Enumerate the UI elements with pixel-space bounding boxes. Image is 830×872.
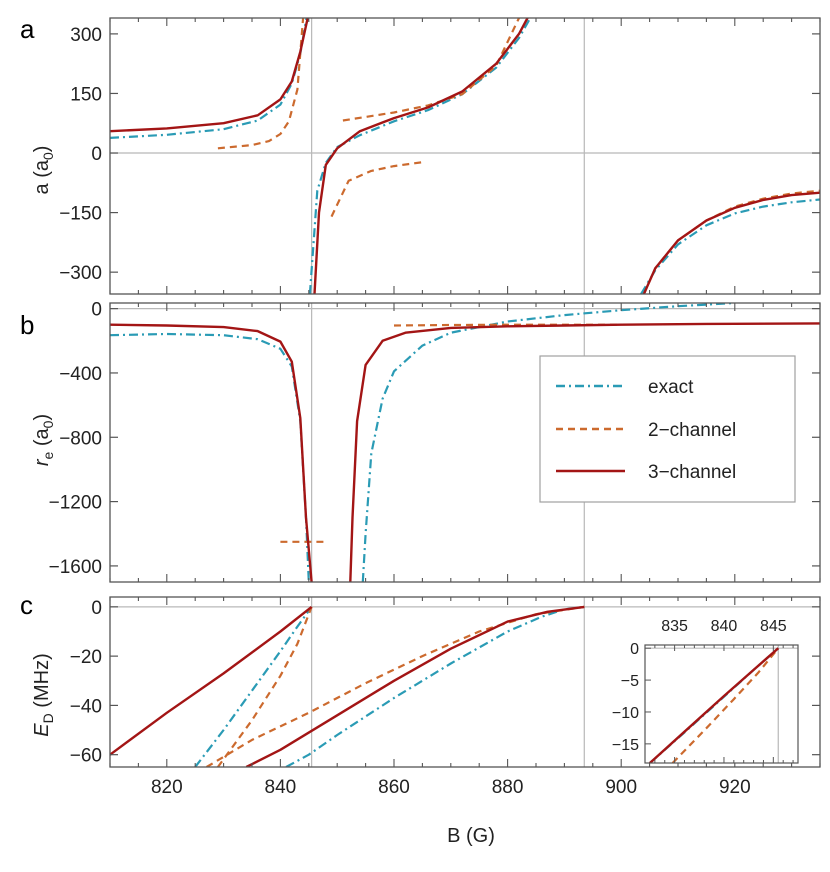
panel-c-letter: c	[20, 590, 33, 620]
panel-a-series-3-channel	[110, 18, 820, 294]
panel-c-ytick-label: −20	[70, 647, 102, 668]
panel-b-ytick-label: −1600	[49, 557, 102, 578]
inset-plot: 0 −5 −10 −15 835 840 845	[612, 618, 799, 764]
panel-a-letter: a	[20, 14, 35, 44]
panel-a-ytick-label: −300	[59, 263, 102, 284]
panel-b-ytick-label: −1200	[49, 493, 102, 514]
panel-c-frame	[109, 596, 821, 768]
x-axis-label: B (G)	[447, 825, 495, 847]
panel-b-series-exact	[110, 303, 735, 582]
inset-ytick-label: −15	[612, 737, 639, 754]
inset-series-2-channel	[671, 647, 780, 763]
legend: exact 2−channel 3−channel	[539, 355, 796, 503]
panel-a-ytick-label: 0	[91, 144, 102, 165]
panel-c-series-2-channel	[206, 605, 585, 767]
inset-xtick-label: 835	[661, 618, 688, 635]
panel-c-ytick-label: 0	[91, 598, 102, 619]
panel-b-ytick-label: −800	[59, 428, 102, 449]
legend-two-channel-label: 2−channel	[648, 420, 736, 441]
x-tick-label: 840	[265, 777, 297, 798]
inset-ytick-label: −10	[612, 705, 639, 722]
panel-b-plot: 0 −400 −800 −1200 −1600	[49, 300, 821, 583]
panel-b-ylabel: re (a0)	[31, 414, 56, 466]
panel-c-ylabel: ED (MHz)	[31, 653, 56, 736]
inset-ytick-label: −5	[621, 673, 639, 690]
panel-c-ytick-label: −40	[70, 696, 102, 717]
inset-xtick-label: 845	[760, 618, 787, 635]
x-tick-label: 860	[378, 777, 410, 798]
legend-three-channel-label: 3−channel	[648, 462, 736, 483]
x-tick-label: 920	[719, 777, 751, 798]
panel-b-series-3-channel	[110, 322, 820, 582]
panel-c-plot: 0 −20 −40 −60	[70, 596, 821, 768]
panel-a-ytick-label: 150	[70, 84, 102, 105]
inset-frame	[644, 644, 799, 764]
panel-b-frame	[109, 302, 821, 583]
inset-series-3-channel	[649, 647, 780, 763]
panel-a-plot: 300 150 0 −150 −300	[59, 17, 821, 295]
x-tick-label: 880	[492, 777, 524, 798]
panel-b-series-2-channel	[280, 323, 622, 543]
panel-a-ylabel: a (a0)	[31, 146, 56, 195]
inset-ytick-label: 0	[630, 641, 639, 658]
panel-b-ytick-label: 0	[91, 300, 102, 321]
panel-b-letter: b	[20, 310, 34, 340]
panel-a-ytick-label: −150	[59, 204, 102, 225]
panel-c-series-exact	[194, 605, 585, 767]
panel-b-ytick-label: −400	[59, 364, 102, 385]
x-tick-label: 820	[151, 777, 183, 798]
panel-a-ytick-label: 300	[70, 25, 102, 46]
legend-exact-label: exact	[648, 377, 694, 398]
panel-c-ytick-label: −60	[70, 746, 102, 767]
x-tick-label: 900	[605, 777, 637, 798]
panel-a-frame	[109, 17, 821, 295]
panel-a-series-2-channel	[217, 18, 820, 294]
inset-xtick-label: 840	[711, 618, 738, 635]
panel-a-series-exact	[110, 18, 820, 294]
panel-c-series-3-channel	[110, 605, 585, 767]
